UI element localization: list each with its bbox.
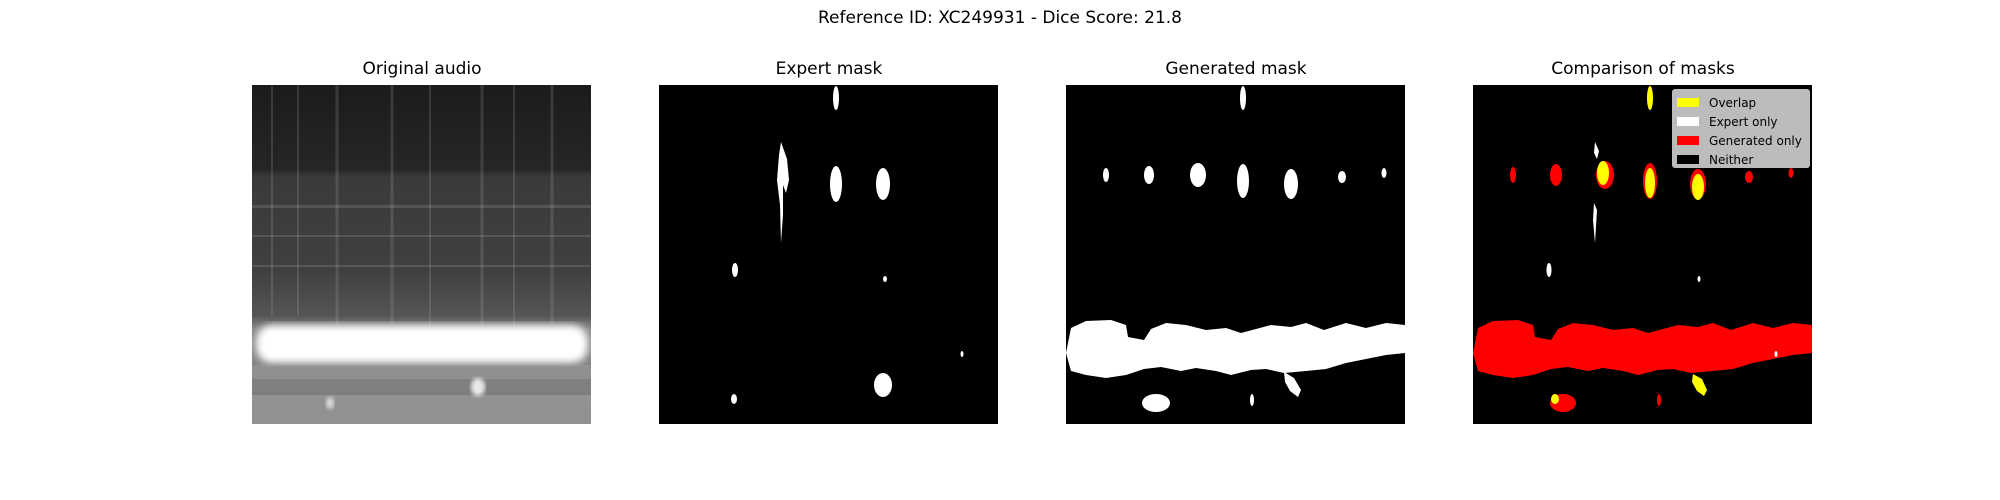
panel-title-expert-mask: Expert mask [775, 59, 883, 79]
legend-label-neither: Neither [1709, 152, 1754, 167]
expert-mask-image [659, 85, 998, 424]
legend-swatch-overlap [1677, 98, 1699, 107]
generated-mask-image [1066, 85, 1405, 424]
panel-title-generated-mask: Generated mask [1165, 59, 1307, 79]
legend-item-neither: Neither [1677, 150, 1809, 169]
panel-title-original-audio: Original audio [362, 59, 482, 79]
legend-label-expert-only: Expert only [1709, 114, 1778, 129]
legend-label-generated-only: Generated only [1709, 133, 1802, 148]
original-audio-spectrogram [252, 85, 591, 424]
figure-suptitle: Reference ID: XC249931 - Dice Score: 21.… [818, 8, 1182, 28]
comparison-legend: Overlap Expert only Generated only Neith… [1672, 89, 1810, 168]
legend-item-expert-only: Expert only [1677, 112, 1809, 131]
panel-title-comparison: Comparison of masks [1551, 59, 1735, 79]
legend-item-generated-only: Generated only [1677, 131, 1809, 150]
legend-swatch-expert-only [1677, 117, 1699, 126]
legend-swatch-neither [1677, 155, 1699, 164]
legend-swatch-generated-only [1677, 136, 1699, 145]
legend-label-overlap: Overlap [1709, 95, 1757, 110]
legend-item-overlap: Overlap [1677, 93, 1809, 112]
